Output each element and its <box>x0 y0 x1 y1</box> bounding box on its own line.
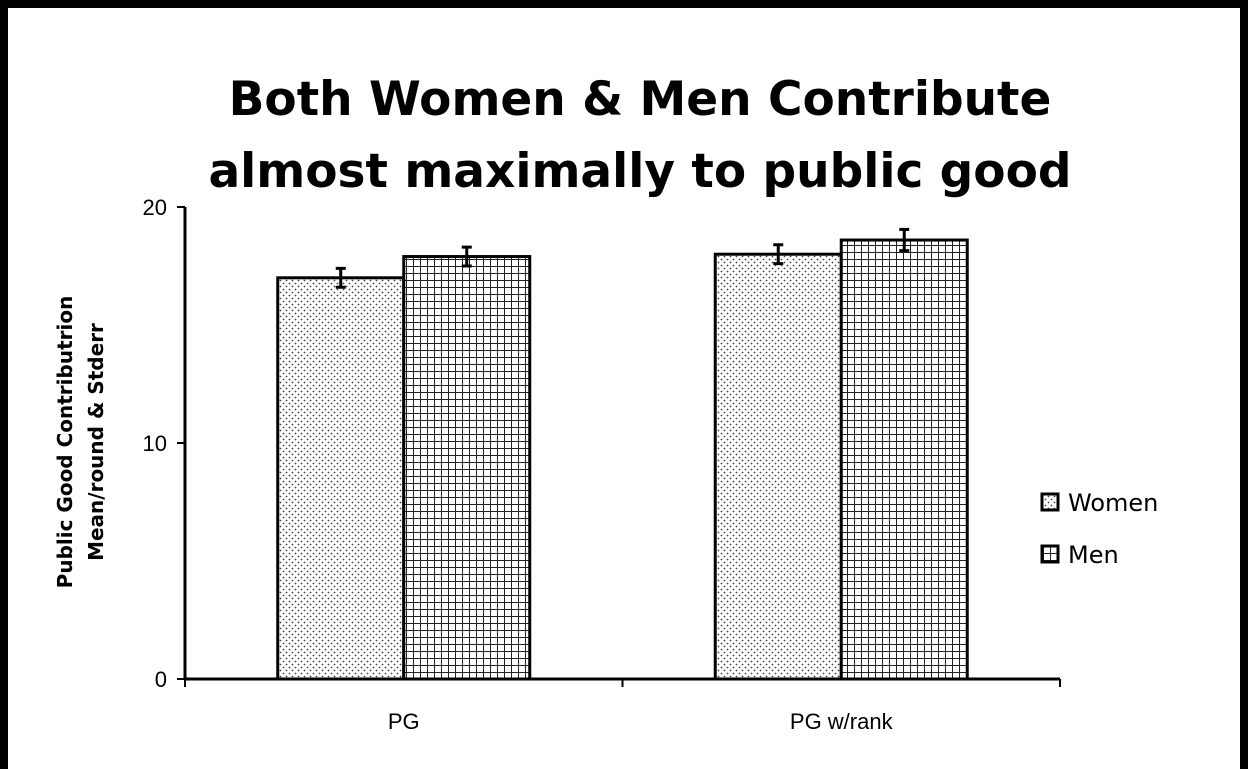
x-category-label: PG <box>388 709 420 734</box>
x-category-label: PG w/rank <box>790 709 894 734</box>
error-bar <box>773 243 784 266</box>
error-bar <box>335 266 346 289</box>
y-tick-label: 10 <box>143 431 167 456</box>
legend: Women Men <box>1040 489 1158 569</box>
bar-women <box>276 276 406 681</box>
legend-swatch-men <box>1040 544 1060 564</box>
bar-women <box>713 252 843 681</box>
bars <box>276 238 969 681</box>
legend-label-men: Men <box>1068 541 1119 569</box>
bar-men <box>839 238 969 681</box>
bar-men <box>402 255 532 681</box>
y-tick-label: 20 <box>143 195 167 220</box>
legend-label-women: Women <box>1068 489 1158 517</box>
error-bars <box>335 227 910 289</box>
chart-title-line-1: Both Women & Men Contribute <box>229 72 1052 127</box>
y-axis-label-line-2: Mean/round & Stderr <box>84 323 108 561</box>
y-axis-label-line-1: Public Good Contributrion <box>53 296 77 589</box>
y-tick-label: 0 <box>155 667 167 692</box>
legend-swatch-women <box>1040 492 1060 512</box>
chart-title-line-2: almost maximally to public good <box>208 144 1071 199</box>
error-bar <box>461 245 472 268</box>
error-bar <box>899 227 910 253</box>
